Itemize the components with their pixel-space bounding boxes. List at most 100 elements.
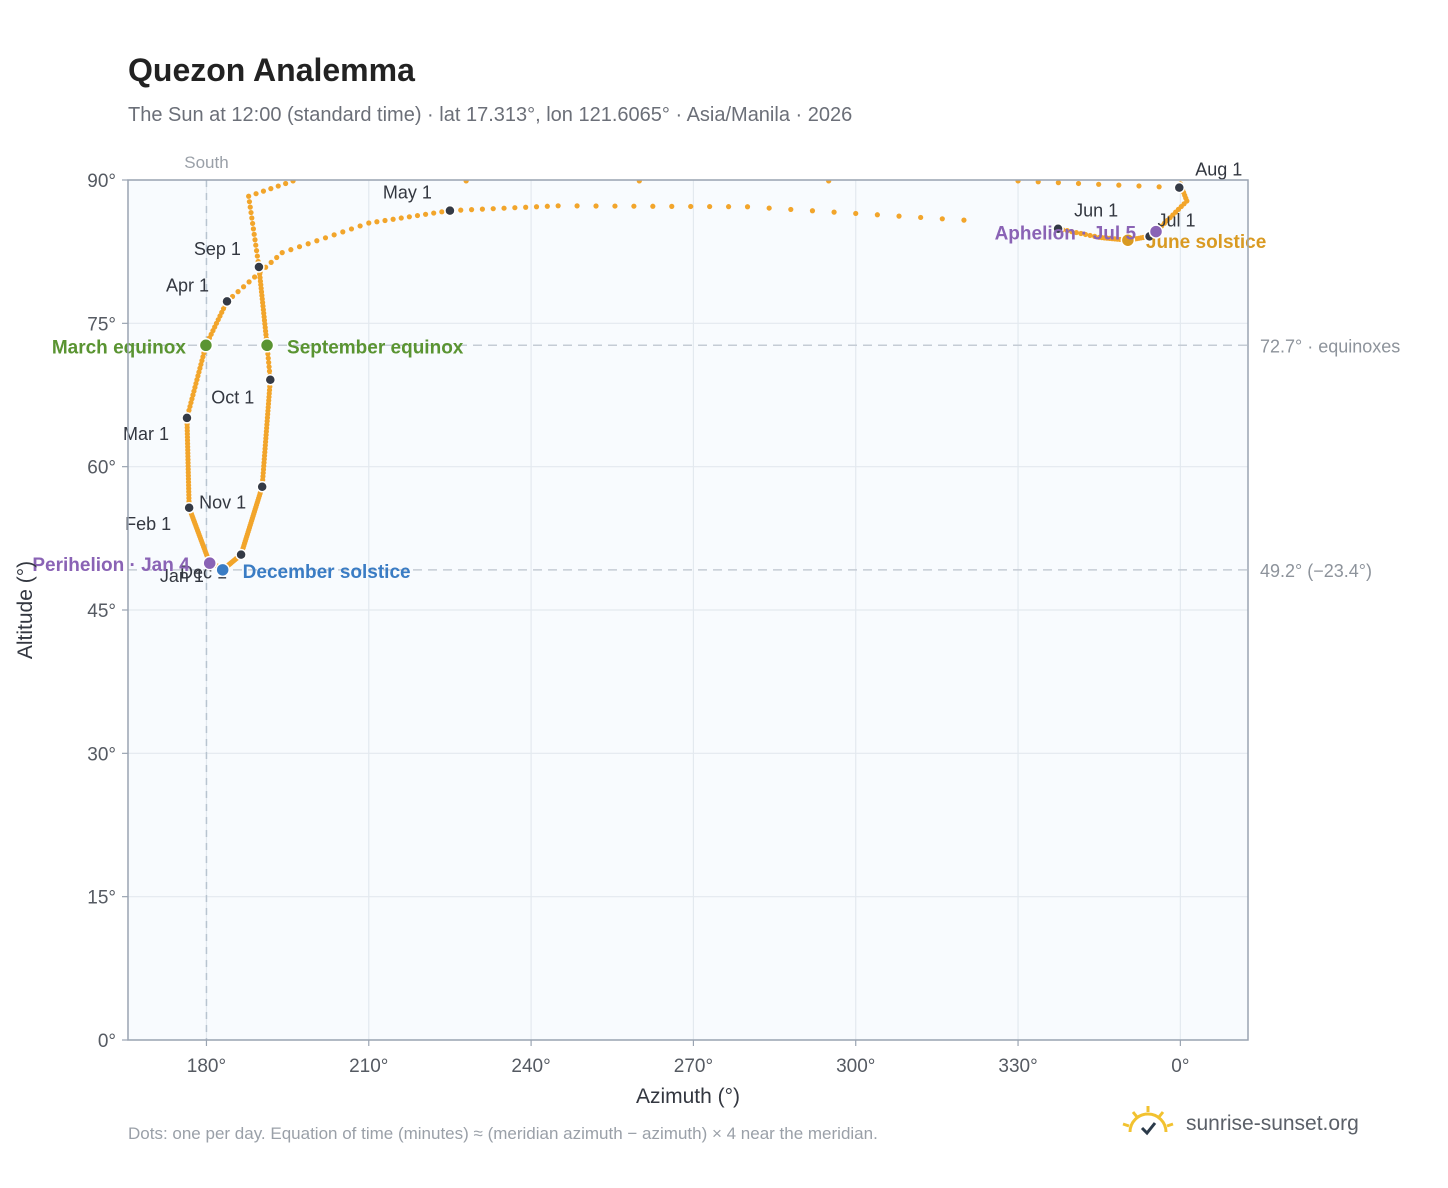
daily-dot — [555, 203, 561, 209]
daily-dot — [398, 215, 404, 221]
daily-dot — [246, 193, 252, 199]
daily-dot — [468, 207, 475, 213]
daily-dot — [1035, 180, 1041, 185]
x-tick-label: 330° — [998, 1056, 1037, 1077]
daily-dot — [322, 235, 329, 241]
footnote: Dots: one per day. Equation of time (min… — [128, 1124, 878, 1143]
event-marker — [202, 555, 217, 571]
y-tick-label: 90° — [87, 171, 116, 192]
daily-dot — [268, 186, 274, 192]
daily-dot — [253, 248, 260, 254]
daily-dot — [414, 212, 421, 219]
daily-dot — [961, 217, 967, 223]
daily-dot — [254, 253, 260, 259]
daily-dot — [874, 212, 880, 218]
daily-dot — [296, 244, 303, 250]
daily-dot — [260, 188, 267, 194]
daily-dot — [490, 206, 496, 212]
daily-dot — [725, 204, 732, 210]
daily-dot — [766, 205, 772, 211]
reference-line-label: 49.2° (−23.4°) — [1260, 561, 1372, 581]
daily-dot — [826, 180, 832, 184]
month-marker-label: Jul 1 — [1158, 210, 1196, 230]
event-label: March equinox — [52, 337, 187, 358]
reference-line-label: 72.7° · equinoxes — [1260, 336, 1400, 356]
x-tick-label: 270° — [674, 1056, 713, 1077]
daily-dot — [288, 247, 294, 253]
daily-dot — [305, 241, 311, 247]
month-marker — [444, 204, 456, 217]
daily-dot — [707, 203, 713, 210]
month-marker — [1052, 222, 1064, 235]
meridian-label: South — [184, 153, 228, 172]
daily-dot — [1116, 182, 1122, 188]
daily-dot — [1096, 181, 1102, 187]
daily-dot — [744, 204, 751, 210]
daily-dot — [896, 213, 902, 219]
brand-name: sunrise-sunset.org — [1186, 1112, 1359, 1135]
daily-dot — [266, 368, 273, 374]
y-tick-label: 75° — [87, 314, 116, 335]
event-markers: March equinox September equinox December s… — [32, 224, 1266, 583]
daily-dot — [669, 203, 675, 209]
chart-title: Quezon Analemma — [128, 52, 415, 88]
daily-dot — [348, 226, 355, 232]
sun-logo-icon — [1122, 1106, 1174, 1136]
month-marker-label: Apr 1 — [166, 275, 209, 295]
daily-dot — [1136, 183, 1142, 189]
month-marker-label: Jun 1 — [1074, 201, 1118, 221]
daily-dot — [431, 210, 437, 216]
daily-dot — [382, 217, 388, 224]
daily-dot — [274, 254, 280, 261]
daily-dot — [939, 216, 945, 222]
daily-dot — [650, 203, 656, 209]
daily-dot — [574, 203, 580, 209]
month-marker — [221, 295, 233, 308]
x-axis-label: Azimuth (°) — [636, 1085, 740, 1108]
daily-dot — [636, 180, 642, 184]
daily-dot — [512, 205, 518, 211]
daily-dot — [918, 214, 924, 221]
analemma-daily-dots — [184, 180, 1190, 573]
brand-logo[interactable]: sunrise-sunset.org — [1120, 1104, 1359, 1144]
month-marker — [235, 548, 247, 561]
grid-lines — [128, 179, 1248, 1041]
month-marker — [264, 373, 277, 386]
event-marker — [198, 338, 214, 353]
daily-dot — [1082, 231, 1089, 238]
daily-dot — [1064, 228, 1070, 234]
month-marker-label: May 1 — [383, 183, 432, 203]
daily-dot — [357, 223, 363, 229]
daily-dot — [253, 242, 259, 248]
event-marker — [259, 338, 275, 353]
daily-dot — [479, 206, 485, 212]
event-label: Aphelion · Jul 5 — [995, 224, 1137, 245]
daily-dot — [422, 211, 429, 217]
daily-dot — [1075, 180, 1082, 187]
daily-dot — [248, 209, 254, 216]
daily-dot — [1069, 229, 1075, 235]
month-marker — [1173, 181, 1186, 194]
month-marker-label: Mar 1 — [123, 424, 169, 444]
x-tick-label: 180° — [187, 1056, 226, 1077]
daily-dot — [275, 183, 281, 189]
daily-dot — [253, 191, 259, 197]
daily-dot — [809, 208, 816, 214]
daily-dot — [290, 180, 296, 184]
daily-dot — [1055, 180, 1061, 186]
daily-dot — [463, 180, 469, 184]
daily-dot — [265, 355, 271, 361]
daily-dot — [406, 214, 412, 220]
daily-dot — [268, 259, 274, 265]
month-marker — [181, 412, 193, 424]
daily-dot — [252, 237, 258, 243]
daily-dot — [249, 215, 255, 221]
daily-dot — [252, 274, 258, 280]
month-marker-label: Nov 1 — [199, 493, 246, 513]
y-tick-label: 15° — [87, 888, 116, 909]
daily-dot — [235, 289, 241, 295]
daily-dot — [544, 203, 550, 209]
month-marker-label: Jan 1 — [160, 566, 204, 586]
daily-dot — [1015, 180, 1021, 184]
daily-dot — [439, 209, 445, 215]
